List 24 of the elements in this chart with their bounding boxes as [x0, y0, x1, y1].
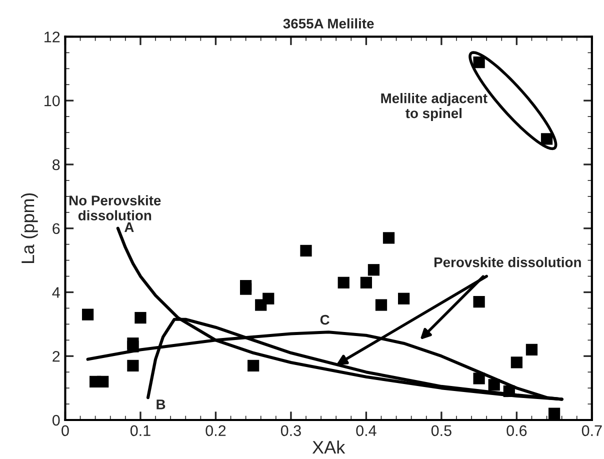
- annotation: C: [320, 314, 330, 325]
- y-tick-label: 10: [44, 95, 60, 106]
- annotation: No Perovskite dissolution: [70, 195, 161, 220]
- x-tick-label: 0.4: [356, 425, 376, 436]
- y-tick-label: 2: [52, 350, 60, 362]
- x-tick-label: 0.7: [582, 425, 602, 436]
- annotation: A: [124, 222, 134, 232]
- x-tick-label: 0.6: [506, 425, 527, 436]
- y-axis-title: La (ppm): [20, 193, 38, 263]
- x-tick-label: 0.5: [431, 425, 452, 436]
- annotation: Melilite adjacent to spinel: [381, 93, 488, 121]
- x-tick-label: 0: [62, 425, 69, 436]
- y-tick-label: 0: [52, 414, 60, 426]
- chart-title: 3655A Melilite: [283, 18, 374, 29]
- annotation: B: [156, 400, 166, 410]
- y-tick-label: 8: [52, 159, 60, 170]
- annotation: Perovskite dissolution: [434, 257, 581, 268]
- y-tick-label: 6: [52, 223, 60, 234]
- x-tick-label: 0.3: [280, 425, 301, 436]
- y-tick-label: 4: [52, 287, 60, 298]
- x-axis-title: XAk: [312, 440, 346, 454]
- y-tick-label: 12: [44, 32, 60, 42]
- x-tick-label: 0.2: [206, 425, 226, 436]
- x-tick-label: 0.1: [130, 425, 150, 436]
